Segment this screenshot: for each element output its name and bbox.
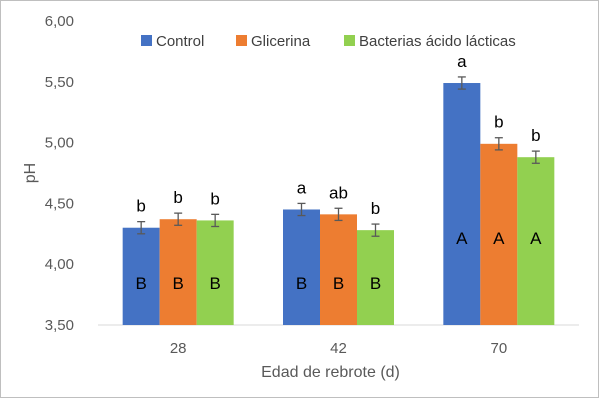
significance-label-inner: B (172, 274, 183, 293)
bars: b Bb Bb Ba Bab Bb Ba Ab Ab A (122, 52, 555, 326)
bar (480, 143, 518, 325)
legend-label: Control (156, 33, 204, 50)
bar (283, 209, 320, 325)
significance-label-inner: A (530, 229, 542, 248)
significance-label-inner: B (296, 274, 307, 293)
significance-label-inner: B (370, 274, 381, 293)
y-axis-ticks: 3,50 4,00 4,50 5,00 5,50 6,00 (45, 13, 74, 334)
significance-label-top: a (457, 52, 467, 71)
bar (320, 214, 357, 325)
y-tick-label: 5,50 (45, 74, 74, 91)
significance-label-inner: B (209, 274, 220, 293)
significance-label-inner: A (493, 229, 505, 248)
significance-label-top: b (136, 197, 145, 216)
bar (159, 219, 197, 325)
bar (122, 227, 160, 325)
y-tick-label: 6,00 (45, 13, 74, 30)
x-axis-ticks: 28 42 70 (170, 340, 507, 357)
legend-swatch (236, 35, 247, 46)
significance-label-inner: A (456, 229, 468, 248)
bar (196, 220, 234, 325)
bar (357, 230, 394, 325)
x-axis-title: Edad de rebrote (d) (261, 364, 400, 381)
significance-label-top: ab (329, 183, 348, 202)
legend-swatch (141, 35, 152, 46)
x-tick-label: 70 (490, 340, 507, 357)
significance-label-inner: B (135, 274, 146, 293)
bar (517, 157, 555, 325)
bar (443, 83, 481, 326)
legend: Control Glicerina Bacterias ácido lácticas (141, 33, 516, 50)
y-tick-label: 3,50 (45, 317, 74, 334)
significance-label-top: b (371, 199, 380, 218)
significance-label-inner: B (333, 274, 344, 293)
significance-label-top: b (531, 126, 540, 145)
significance-label-top: a (297, 178, 307, 197)
significance-label-top: b (210, 189, 219, 208)
y-tick-label: 4,00 (45, 256, 74, 273)
legend-label: Glicerina (251, 33, 311, 50)
x-tick-label: 28 (170, 340, 187, 357)
y-tick-label: 4,50 (45, 195, 74, 212)
significance-label-top: b (173, 188, 182, 207)
legend-swatch (344, 35, 355, 46)
y-axis-title: pH (22, 163, 39, 183)
significance-label-top: b (494, 113, 503, 132)
y-tick-label: 5,00 (45, 135, 74, 152)
legend-label: Bacterias ácido lácticas (359, 33, 516, 50)
x-tick-label: 42 (330, 340, 347, 357)
